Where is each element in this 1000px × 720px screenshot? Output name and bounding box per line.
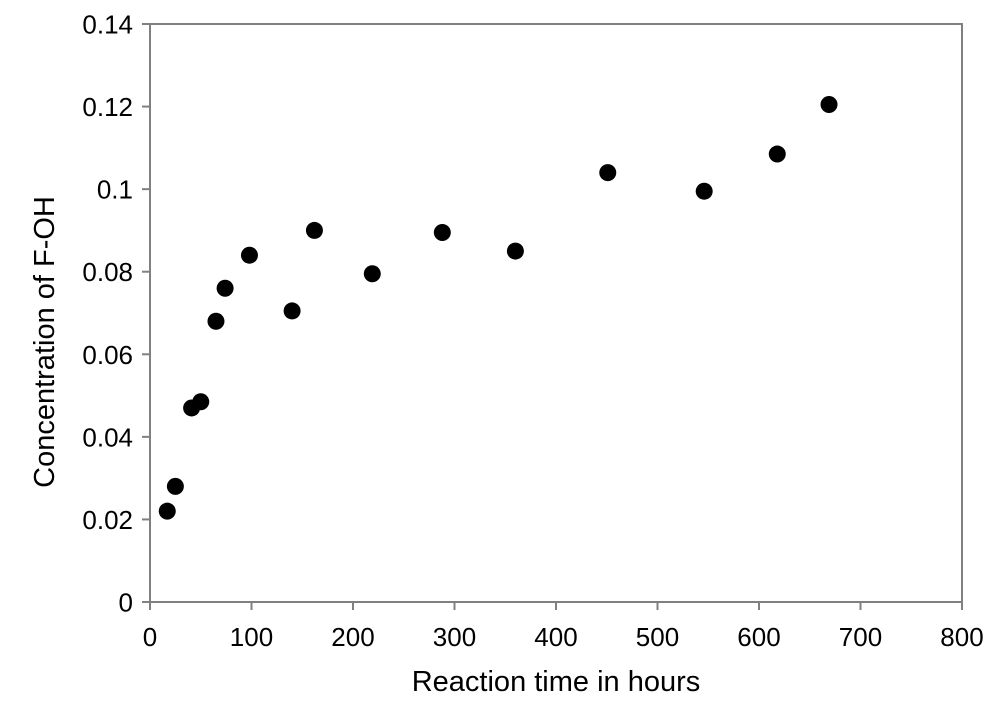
y-tick-label: 0.14 [82,10,133,40]
data-point [166,477,184,495]
y-tick-label: 0.02 [82,505,133,535]
x-tick-label: 200 [331,622,374,652]
x-axis-ticks: 0 100 200 300 400 500 600 700 800 [143,602,984,652]
data-points [158,96,838,520]
y-tick-label: 0.06 [82,340,133,370]
x-tick-label: 500 [636,622,679,652]
data-point [695,182,713,200]
data-point [506,242,524,260]
data-point [216,279,234,297]
x-tick-label: 400 [534,622,577,652]
x-tick-label: 700 [839,622,882,652]
data-point [192,393,210,411]
x-tick-label: 0 [143,622,157,652]
plot-frame [149,23,963,603]
y-tick-label: 0 [119,588,133,618]
data-point [240,246,258,264]
y-axis-title: Concentration of F-OH [29,196,61,488]
data-point [283,302,301,320]
y-tick-label: 0.08 [82,257,133,287]
x-tick-label: 600 [737,622,780,652]
data-point [305,221,323,239]
data-point [599,164,617,182]
data-point [433,223,451,241]
data-point [768,145,786,163]
data-point [207,312,225,330]
y-axis-ticks: 0 0.02 0.04 0.06 0.08 0.1 0.12 0.14 [82,10,150,618]
data-point [820,96,838,114]
x-tick-label: 100 [230,622,273,652]
data-point [363,265,381,283]
data-point [158,502,176,520]
x-axis-title: Reaction time in hours [412,666,701,698]
x-tick-label: 300 [433,622,476,652]
y-tick-label: 0.1 [97,175,133,205]
y-tick-label: 0.04 [82,422,133,452]
x-tick-label: 800 [940,622,983,652]
y-tick-label: 0.12 [82,92,133,122]
